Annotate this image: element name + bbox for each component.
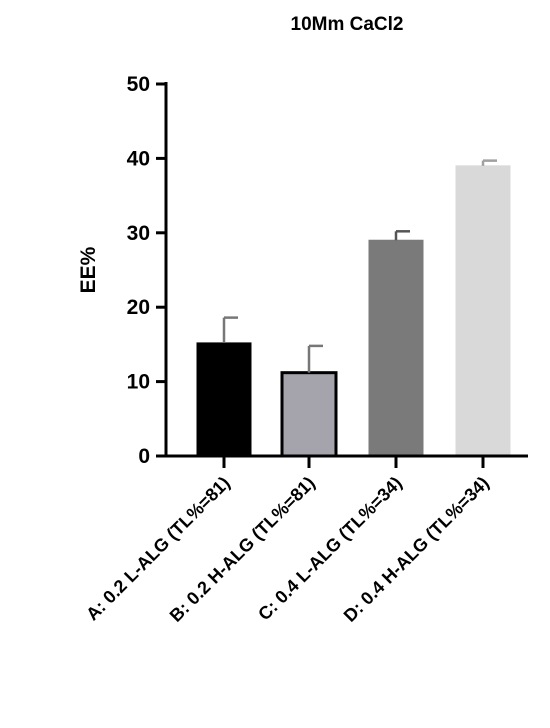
- y-ticks-group: 0 10 20 30 40 50: [127, 73, 166, 468]
- bar-2: [368, 239, 424, 457]
- y-tick-label-4: 40: [127, 147, 150, 170]
- error-bar-2: [394, 230, 410, 241]
- y-tick-label-1: 10: [127, 371, 150, 394]
- y-axis-label: EE%: [77, 246, 100, 293]
- y-tick-label-2: 20: [127, 296, 150, 319]
- x-tick-label-1: B: 0.2 H-ALG (TL%=81): [166, 473, 319, 626]
- x-tick-label-2: C: 0.4 L-ALG (TL%=34): [254, 473, 406, 625]
- bar-0: [196, 342, 252, 457]
- error-bar-0: [222, 316, 238, 343]
- y-tick-label-5: 50: [127, 73, 150, 96]
- bars-group: [196, 165, 511, 458]
- x-tick-label-0: A: 0.2 L-ALG (TL%=81): [82, 473, 234, 625]
- bar-1: [280, 371, 338, 458]
- chart-title: 10Mm CaCl2: [291, 14, 404, 35]
- y-tick-label-3: 30: [127, 222, 150, 245]
- error-bar-1: [307, 344, 323, 373]
- bar-3: [455, 165, 511, 457]
- x-ticks-group: A: 0.2 L-ALG (TL%=81)B: 0.2 H-ALG (TL%=8…: [82, 456, 493, 626]
- error-bars-group: [222, 159, 497, 373]
- error-bar-3: [481, 159, 497, 166]
- y-tick-label-0: 0: [138, 445, 150, 468]
- x-tick-label-3: D: 0.4 H-ALG (TL%=34): [340, 473, 493, 626]
